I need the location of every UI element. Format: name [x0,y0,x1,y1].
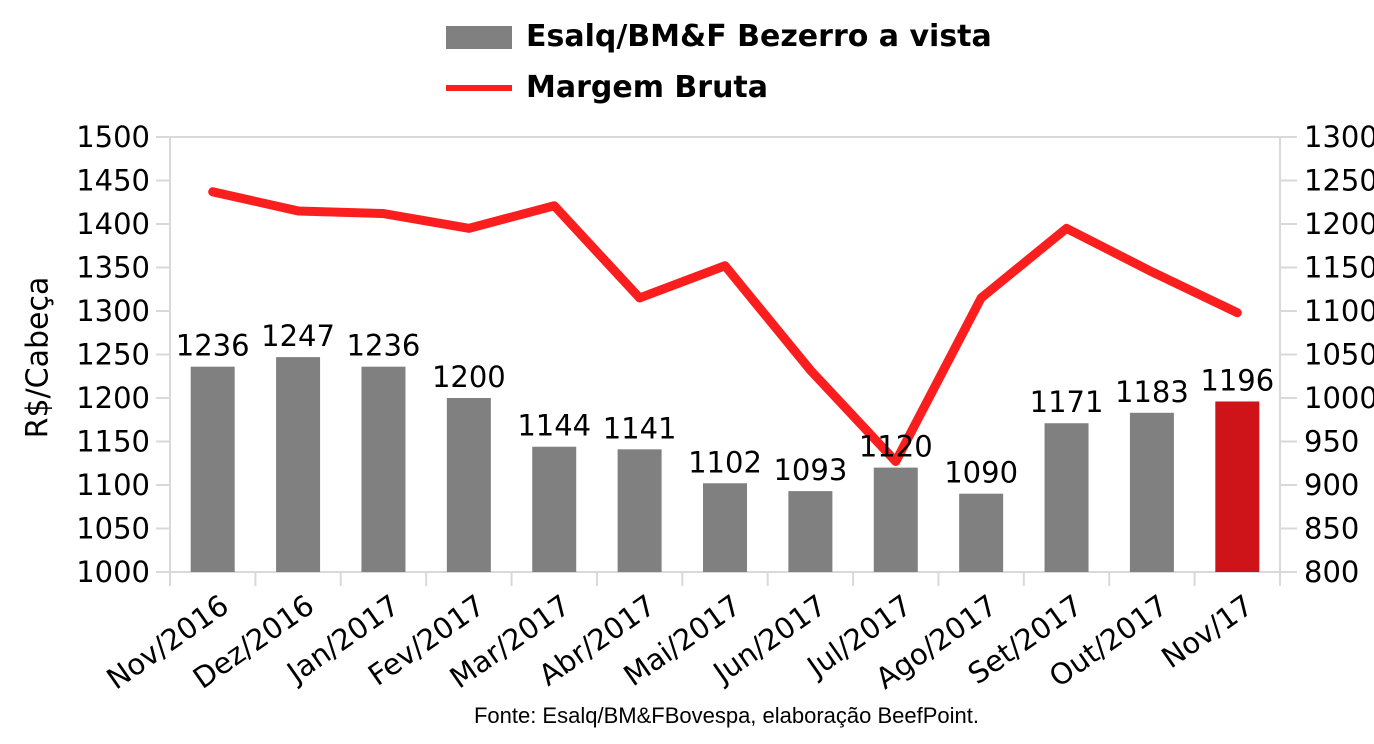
bar [446,398,491,572]
left-axis-tick-label: 1350 [76,251,150,285]
bar-value-label: 1171 [1030,385,1104,419]
bar-value-label: 1090 [944,456,1018,490]
bar-value-label: 1183 [1115,375,1189,409]
bar-value-label: 1141 [603,411,677,445]
bar [1044,423,1089,572]
right-axis-tick-label: 900 [1304,468,1359,502]
right-axis-tick-label: 1150 [1304,251,1374,285]
right-axis-tick-label: 800 [1304,555,1359,589]
bar-highlighted [1215,401,1260,572]
bar [532,446,577,572]
right-axis-tick-label: 1050 [1304,338,1374,372]
bar [788,491,833,572]
bar-value-label: 1093 [773,453,847,487]
line-series-swatch-icon [446,85,512,91]
legend: Esalq/BM&F Bezerro a vista Margem Bruta [446,22,992,103]
legend-item-line: Margem Bruta [446,73,992,103]
bar [276,357,321,572]
left-axis-tick-label: 1100 [76,468,150,502]
left-axis-tick-label: 1300 [76,294,150,328]
left-axis-tick-label: 1250 [76,338,150,372]
bar-value-label: 1196 [1200,363,1274,397]
margem-bruta-line [208,187,1242,467]
bar-value-label: 1102 [688,445,762,479]
bar-value-label: 1236 [347,329,421,363]
left-axis-tick-label: 1200 [76,381,150,415]
bar [1129,412,1174,572]
left-axis-tick-label: 1000 [76,555,150,589]
bar [959,493,1004,572]
right-axis-tick-label: 950 [1304,425,1359,459]
bar [361,366,406,572]
bar-value-label: 1144 [517,409,591,443]
left-axis-tick-label: 1150 [76,425,150,459]
right-axis-tick-label: 850 [1304,512,1359,546]
right-axis-tick-label: 1100 [1304,294,1374,328]
bar [190,366,235,572]
legend-item-bars: Esalq/BM&F Bezerro a vista [446,22,992,52]
bar-value-label: 1236 [176,329,250,363]
right-axis-tick-label: 1250 [1304,164,1374,198]
legend-label-line: Margem Bruta [526,70,769,105]
bar [617,449,662,572]
left-axis-tick-label: 1500 [76,120,150,154]
left-axis-tick-label: 1400 [76,207,150,241]
legend-label-bars: Esalq/BM&F Bezerro a vista [526,19,992,54]
bar-value-label: 1120 [859,430,933,464]
x-axis-category-label: Nov/17 [1155,588,1259,675]
bar [873,467,918,572]
right-axis-tick-label: 1300 [1304,120,1374,154]
bar-value-label: 1247 [261,319,335,353]
bar [703,483,747,572]
left-axis-tick-label: 1450 [76,164,150,198]
right-axis-tick-label: 1000 [1304,381,1374,415]
source-note: Fonte: Esalq/BM&FBovespa, elaboração Bee… [473,703,980,728]
bar-value-label: 1200 [432,360,506,394]
left-axis-tick-label: 1050 [76,512,150,546]
bar-series-swatch-icon [446,25,512,49]
right-axis-tick-label: 1200 [1304,207,1374,241]
